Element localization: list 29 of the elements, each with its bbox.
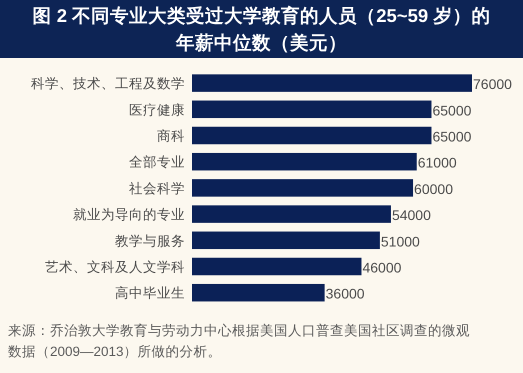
data-label: 51000 (380, 233, 420, 250)
data-label: 65000 (432, 102, 472, 118)
bar (192, 205, 391, 223)
bar (192, 74, 472, 92)
bar (192, 179, 414, 197)
bar (192, 284, 325, 302)
bar (192, 232, 380, 250)
bar (192, 100, 432, 118)
data-label: 46000 (362, 260, 402, 276)
y-tick-label: 社会科学 (129, 180, 185, 196)
y-tick-label: 商科 (157, 128, 185, 144)
data-label: 61000 (418, 154, 457, 171)
y-tick-label: 艺术、文科及人文学科 (45, 260, 185, 274)
y-tick-label: 就业为导向的专业 (73, 207, 185, 222)
y-tick-label: 教学与服务 (115, 233, 185, 248)
data-label: 36000 (326, 286, 365, 302)
y-tick-label: 医疗健康 (129, 102, 185, 118)
y-tick-label: 科学、技术、工程及数学 (31, 76, 185, 92)
data-label: 65000 (432, 128, 472, 144)
bar (192, 152, 417, 170)
source-note: 来源：乔治敦大学教育与劳动力中心根据美国人口普查美国社区调查的微观数据（2009—2013）所做的分析。 (7, 322, 471, 361)
y-tick-label: 全部专业 (129, 154, 185, 170)
data-label: 76000 (473, 76, 512, 92)
bar (192, 126, 432, 144)
chart-title: 图 2 不同专业大类受过大学教育的人员（25~59 岁）的年薪中位数（美元） (0, 0, 523, 58)
data-label: 54000 (392, 207, 432, 224)
y-tick-label: 高中毕业生 (115, 286, 185, 301)
data-label: 60000 (414, 180, 454, 197)
bar (192, 258, 362, 276)
